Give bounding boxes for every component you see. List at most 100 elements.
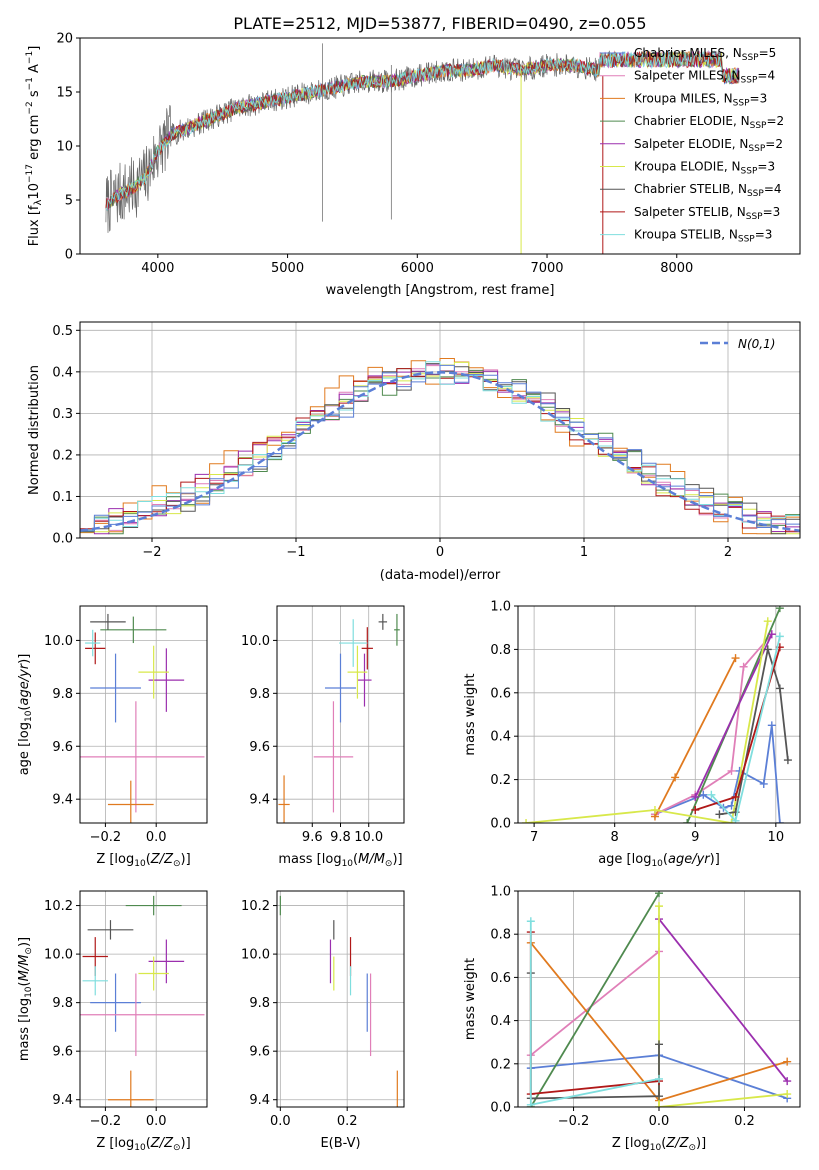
axes-frame bbox=[517, 890, 801, 1108]
weight-marker bbox=[783, 1077, 792, 1086]
legend-label: Salpeter STELIB, NSSP=3 bbox=[634, 205, 780, 222]
legend-label: Kroupa ELODIE, NSSP=3 bbox=[634, 160, 775, 177]
weight-marker bbox=[691, 792, 700, 801]
y-tick-label: 10.0 bbox=[241, 634, 270, 649]
legend-label: N(0,1) bbox=[738, 337, 775, 351]
histograms bbox=[80, 358, 800, 535]
weight-line bbox=[654, 633, 773, 816]
y-tick-label: 10.2 bbox=[44, 899, 73, 914]
weight-marker bbox=[707, 790, 716, 799]
spectrum-model-line bbox=[105, 49, 740, 212]
weight-marker bbox=[731, 816, 740, 823]
x-tick-label: 0.2 bbox=[337, 1114, 358, 1129]
weight-line bbox=[530, 892, 660, 1107]
y-axis-label: mass weight bbox=[463, 673, 478, 755]
weight-marker bbox=[775, 606, 784, 613]
x-tick-label: −0.2 bbox=[90, 830, 122, 845]
weight-line bbox=[654, 725, 781, 823]
y-tick-label: 0.4 bbox=[52, 365, 73, 380]
x-tick-label: 0.0 bbox=[146, 830, 167, 845]
weights_vs_Z-panel: −0.2 0.0 0.2 0.0 0.2 0.4 0.6 0.8 1.0 Z [log10(Z/Z… bbox=[463, 885, 801, 1153]
errorbar-point bbox=[87, 920, 134, 940]
weight-series bbox=[655, 902, 792, 1107]
y-tick-label: 9.6 bbox=[249, 1045, 270, 1060]
legend-label: Kroupa MILES, NSSP=3 bbox=[634, 91, 767, 108]
legend-label: Salpeter ELODIE, NSSP=2 bbox=[634, 137, 783, 154]
y-tick-label: 1.0 bbox=[490, 885, 511, 900]
errorbar-point bbox=[80, 701, 205, 813]
weight-line bbox=[530, 950, 660, 1056]
legend-label: Chabrier MILES, NSSP=5 bbox=[634, 46, 776, 63]
errorbars bbox=[278, 613, 400, 823]
weight-marker bbox=[671, 773, 680, 782]
y-tick-label: 10.0 bbox=[44, 634, 73, 649]
legend-label: Kroupa STELIB, NSSP=3 bbox=[634, 228, 772, 245]
weight-marker bbox=[691, 805, 700, 814]
x-tick-label: 9.8 bbox=[330, 830, 351, 845]
y-tick-label: 0.1 bbox=[52, 490, 73, 505]
weight-marker bbox=[655, 1074, 663, 1083]
weight-series bbox=[691, 630, 776, 801]
weight-marker bbox=[731, 654, 740, 663]
y-axis-label: mass weight bbox=[463, 958, 478, 1040]
x-axis-label: E(B-V) bbox=[320, 1136, 360, 1151]
weights_vs_age-panel: 7 8 9 10 0.0 0.2 0.4 0.6 0.8 1.0 age [log10(age/yr… bbox=[463, 600, 801, 869]
weight-marker bbox=[727, 766, 736, 775]
legend-label: Chabrier STELIB, NSSP=4 bbox=[634, 182, 782, 199]
weight-series bbox=[526, 891, 663, 1107]
errorbar-point bbox=[394, 613, 400, 646]
weight-marker bbox=[775, 684, 784, 693]
x-axis-label: wavelength [Angstrom, rest frame] bbox=[326, 283, 555, 298]
errorbar-point bbox=[85, 632, 106, 665]
errorbar-point bbox=[100, 616, 167, 644]
x-tick-label: 0 bbox=[436, 545, 444, 560]
weight-marker bbox=[655, 1103, 663, 1107]
y-tick-label: 9.6 bbox=[249, 740, 270, 755]
y-tick-label: 0.0 bbox=[52, 532, 73, 547]
errorbars bbox=[80, 895, 205, 1107]
x-tick-label: 5000 bbox=[271, 261, 304, 276]
x-axis-label: (data-model)/error bbox=[380, 568, 501, 583]
y-tick-label: 0.4 bbox=[490, 1014, 511, 1029]
weight-marker bbox=[522, 819, 531, 823]
errorbar-point bbox=[278, 775, 290, 823]
axes-frame bbox=[517, 605, 801, 824]
weight-series bbox=[707, 632, 784, 823]
weight-marker bbox=[715, 810, 724, 819]
y-axis-label: age [log10(age/yr)] bbox=[17, 654, 34, 776]
errorbar-point bbox=[80, 973, 205, 1057]
weight-marker bbox=[775, 819, 784, 823]
y-tick-label: 9.8 bbox=[52, 687, 73, 702]
y-tick-label: 0.4 bbox=[490, 730, 511, 745]
weight-line bbox=[694, 633, 773, 798]
x-tick-label: −1 bbox=[286, 545, 305, 560]
y-tick-label: 0.8 bbox=[490, 643, 511, 658]
spectrum-lines bbox=[105, 43, 740, 254]
axes-frame bbox=[79, 890, 208, 1108]
y-tick-label: 0.2 bbox=[490, 1057, 511, 1072]
weight-line bbox=[526, 621, 769, 823]
weight-marker bbox=[650, 805, 659, 814]
weight-marker bbox=[783, 1057, 792, 1066]
errorbar-point bbox=[90, 973, 141, 1032]
x-tick-label: 9 bbox=[691, 830, 699, 845]
y-tick-label: 0.8 bbox=[490, 928, 511, 943]
mass_vs_Z-panel: −0.2 0.0 9.4 9.6 9.8 10.0 10.2 Z [log10(Z/Z⊙)] m… bbox=[17, 890, 208, 1153]
weight-marker bbox=[683, 819, 692, 823]
errorbar-point bbox=[378, 613, 388, 630]
x-tick-label: −0.2 bbox=[90, 1114, 122, 1129]
errorbar-point bbox=[148, 648, 185, 712]
weight-marker bbox=[763, 645, 772, 654]
y-tick-label: 9.6 bbox=[52, 1045, 73, 1060]
weight-lines bbox=[522, 606, 792, 823]
errorbar-point bbox=[148, 939, 185, 984]
y-tick-label: 10.0 bbox=[44, 948, 73, 963]
y-tick-label: 0.6 bbox=[490, 686, 511, 701]
weight-marker bbox=[775, 632, 784, 641]
y-axis-label: Normed distribution bbox=[27, 365, 42, 495]
weight-series bbox=[650, 721, 784, 823]
x-axis-label: Z [log10(Z/Z⊙)] bbox=[96, 852, 190, 869]
x-tick-label: 4000 bbox=[141, 261, 174, 276]
weight-marker bbox=[783, 756, 792, 765]
